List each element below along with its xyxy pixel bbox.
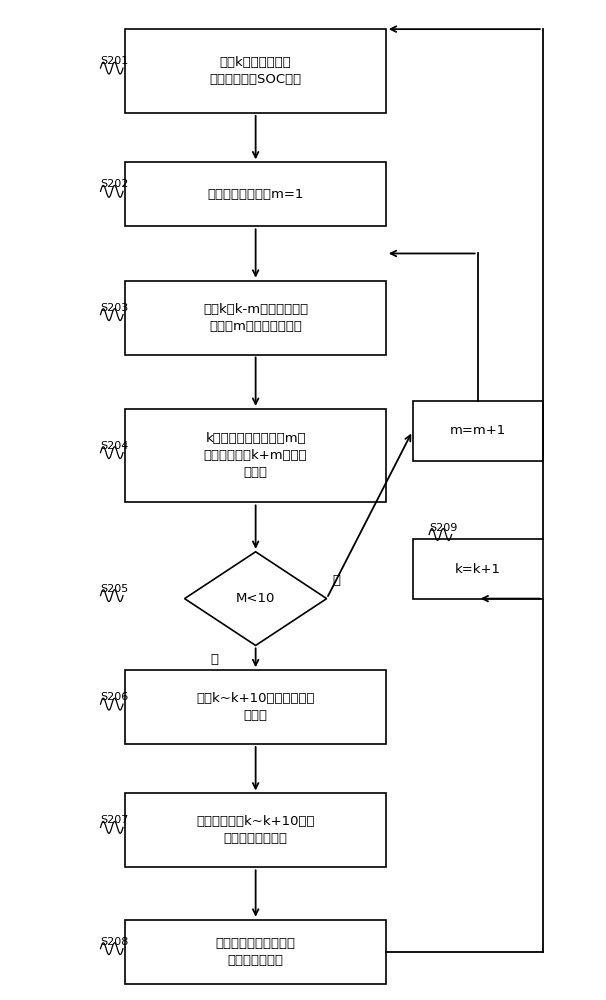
Text: k=k+1: k=k+1 [454,563,501,576]
Text: S201: S201 [101,56,128,66]
Text: 动态规划优化k~k+10有限
时域内的控制序列: 动态规划优化k~k+10有限 时域内的控制序列 [196,815,315,845]
FancyBboxPatch shape [125,793,386,867]
FancyBboxPatch shape [125,281,386,355]
Text: 工况状态的确定且m=1: 工况状态的确定且m=1 [207,188,304,201]
Text: m=m+1: m=m+1 [450,424,506,437]
Text: S205: S205 [101,584,128,594]
FancyBboxPatch shape [125,920,386,984]
Text: 最优控制序列的第一个
元素作用给车辆: 最优控制序列的第一个 元素作用给车辆 [216,937,296,967]
Text: S204: S204 [101,441,129,451]
Text: S203: S203 [101,303,128,313]
Text: 是: 是 [333,574,341,587]
Text: S206: S206 [101,692,128,702]
FancyBboxPatch shape [125,29,386,113]
Text: S202: S202 [101,179,129,189]
Text: S209: S209 [429,523,458,533]
Text: 当前k时刻行驶信息
采集（车速、SOC等）: 当前k时刻行驶信息 采集（车速、SOC等） [210,56,302,86]
Text: k时刻工况状态输入到m步
转移矩阵得到k+m时刻运
行状态: k时刻工况状态输入到m步 转移矩阵得到k+m时刻运 行状态 [204,432,307,479]
FancyBboxPatch shape [125,409,386,502]
FancyBboxPatch shape [413,539,543,599]
Text: S208: S208 [101,937,129,947]
Text: S207: S207 [101,815,129,825]
Text: 计算k~k+10时间区间的需
求功率: 计算k~k+10时间区间的需 求功率 [196,692,315,722]
Text: 结合k与k-m的工况状态在
线更新m步预测转移矩阵: 结合k与k-m的工况状态在 线更新m步预测转移矩阵 [203,303,308,333]
FancyBboxPatch shape [125,670,386,744]
FancyBboxPatch shape [125,162,386,226]
FancyBboxPatch shape [413,401,543,461]
Polygon shape [185,552,327,645]
Text: M<10: M<10 [236,592,275,605]
Text: 否: 否 [210,653,218,666]
